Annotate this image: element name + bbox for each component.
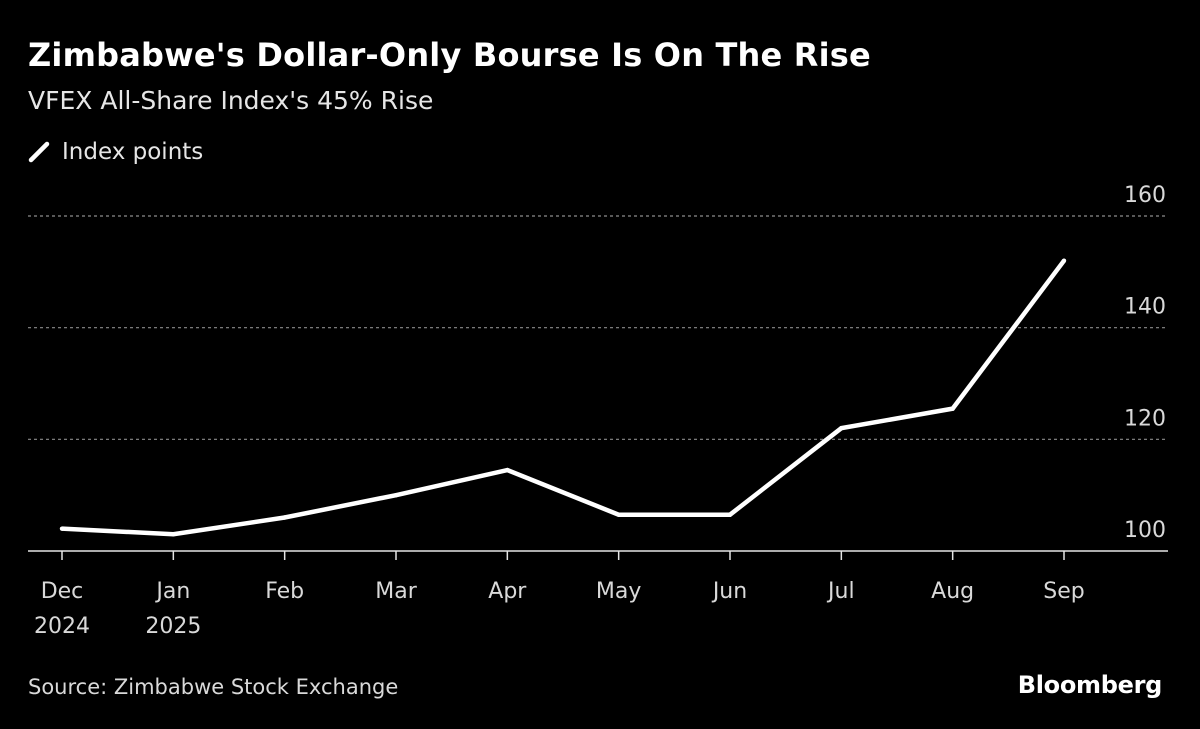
y-tick-label: 140 (1124, 295, 1166, 320)
y-tick-label: 120 (1124, 406, 1166, 431)
data-point (282, 515, 287, 520)
series-line-index-points (61, 259, 1066, 537)
data-point (1061, 258, 1067, 263)
axis-layer (28, 550, 1168, 560)
data-point (171, 532, 176, 537)
x-tick-label: Apr (488, 579, 527, 604)
y-tick-label: 160 (1124, 183, 1166, 208)
x-tick-label: Aug (931, 579, 974, 604)
x-tick-label: Jul (826, 579, 855, 604)
data-point (727, 512, 733, 517)
x-tick-label: Feb (265, 579, 304, 604)
series-layer (59, 258, 1067, 537)
chart-title: Zimbabwe's Dollar-Only Bourse Is On The … (28, 36, 871, 74)
data-point (393, 492, 399, 498)
x-tick-label: May (596, 579, 641, 604)
data-point (839, 425, 844, 431)
y-tick-label: 100 (1124, 518, 1166, 543)
x-tick-label: Dec (41, 579, 84, 604)
bloomberg-logo: Bloomberg (1017, 671, 1163, 699)
legend: Index points (28, 139, 203, 165)
data-point (950, 406, 955, 411)
legend-label: Index points (62, 139, 204, 165)
x-tick-label: 2025 (145, 614, 201, 639)
data-point (59, 526, 65, 531)
x-tick-label: Mar (375, 579, 417, 604)
x-tick-label: Sep (1043, 579, 1084, 604)
grid-layer (28, 215, 1168, 440)
label-layer: 100 120 140 160 Dec 2024 Jan 2025 Feb Mar Apr May Ju… (34, 183, 1166, 639)
x-tick-label: 2024 (34, 614, 90, 639)
source-note: Source: Zimbabwe Stock Exchange (28, 675, 399, 699)
legend-line-icon (28, 141, 50, 163)
x-tick-label: Jun (711, 579, 747, 604)
data-point (505, 467, 510, 473)
data-point (616, 512, 621, 517)
x-tick-label: Jan (154, 579, 190, 604)
chart-subtitle: VFEX All-Share Index's 45% Rise (28, 86, 434, 115)
